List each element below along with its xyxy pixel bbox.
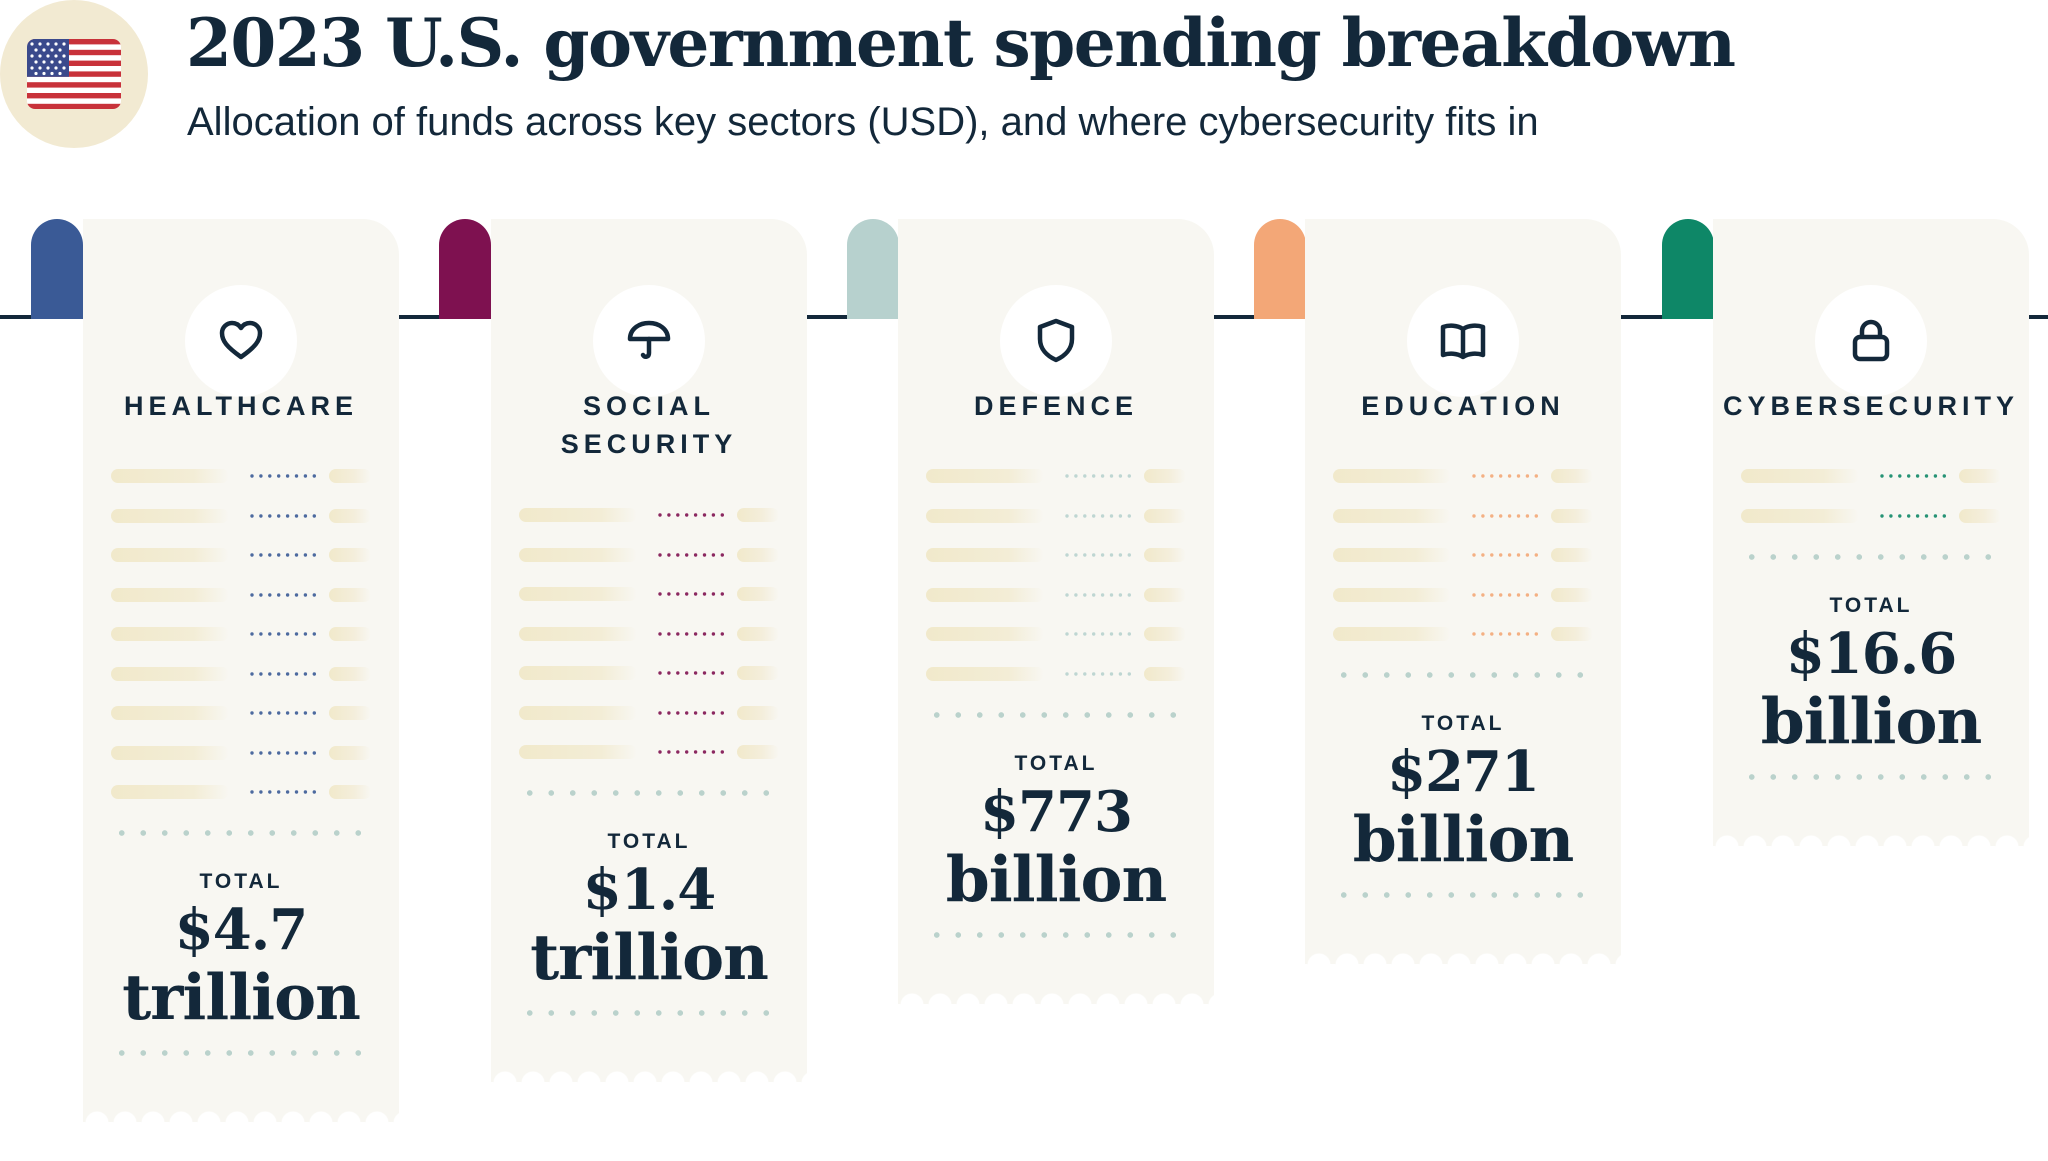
spending-bar-defence: DEFENCE TOTAL $773 billion (898, 219, 1214, 1005)
spending-bar-social-security: SOCIAL SECURITY TOTAL $1.4 trillion (491, 219, 807, 1083)
receipt-line (926, 627, 1186, 641)
receipt-line (519, 508, 779, 522)
total-amount: $271 (1387, 739, 1540, 805)
total-unit: billion (1760, 683, 1983, 758)
receipt-line (519, 587, 779, 601)
total-value: $1.4 trillion (491, 858, 807, 992)
total-label: TOTAL (1014, 751, 1098, 775)
receipt-line (111, 508, 371, 523)
dotted-separator (926, 931, 1186, 938)
receipt-line (1333, 548, 1593, 562)
receipt-torn-edge (491, 1065, 807, 1083)
umbrella-icon (627, 320, 671, 359)
total-label: TOTAL (1829, 593, 1913, 617)
receipt-line (111, 469, 371, 483)
receipt-line (926, 548, 1186, 562)
category-tab (439, 219, 491, 319)
receipt-line (926, 469, 1186, 483)
total-unit: billion (1352, 802, 1575, 876)
receipt-line (1333, 587, 1593, 602)
receipt-line (926, 666, 1186, 681)
receipt-line (519, 705, 779, 720)
flag-badge (0, 0, 148, 148)
icon-badge (1815, 285, 1927, 397)
heart-icon (219, 320, 263, 360)
receipt-line (111, 745, 371, 760)
receipt-line (926, 587, 1186, 602)
total-label: TOTAL (199, 870, 283, 893)
dotted-separator (519, 790, 779, 796)
spending-bar-healthcare: HEALTHCARE TOTAL $4.7 trillion (83, 219, 399, 1123)
icon-badge (185, 285, 297, 397)
total-unit: trillion (530, 920, 769, 994)
category-label: SOCIAL SECURITY (560, 391, 738, 459)
spending-bar-education: EDUCATION TOTAL $271 billion (1305, 219, 1621, 965)
dotted-separator (926, 711, 1186, 718)
category-tab (31, 219, 83, 319)
total-amount: $4.7 (174, 897, 308, 963)
receipt-line (111, 548, 371, 562)
dotted-separator (1333, 672, 1593, 678)
dotted-separator (1741, 773, 2001, 780)
category-label: CYBERSECURITY (1722, 391, 2020, 421)
receipt-line (111, 587, 371, 602)
category-tab (1662, 219, 1714, 319)
receipt-line (111, 785, 371, 799)
category-label: EDUCATION (1361, 391, 1565, 421)
dotted-separator (1333, 892, 1593, 898)
total-value: $4.7 trillion (83, 898, 399, 1032)
receipt-line (111, 706, 371, 720)
receipt-line (519, 666, 779, 680)
total-unit: trillion (122, 960, 361, 1034)
receipt-line (111, 666, 371, 681)
receipt-torn-edge (83, 1105, 399, 1123)
total-value: $773 billion (898, 780, 1214, 914)
total-label: TOTAL (1421, 712, 1505, 735)
total-unit: billion (945, 841, 1168, 916)
dotted-separator (111, 1050, 371, 1056)
receipt-torn-edge (1713, 828, 2029, 847)
receipt-line (519, 745, 779, 759)
icon-badge (1000, 285, 1112, 397)
category-label: HEALTHCARE (124, 391, 358, 421)
total-value: $271 billion (1305, 740, 1621, 874)
us-flag-icon (27, 39, 121, 109)
receipt-line (519, 626, 779, 641)
total-label: TOTAL (607, 830, 691, 853)
connector-line (2028, 315, 2048, 319)
category-tab (847, 219, 899, 319)
icon-badge (1407, 285, 1519, 397)
receipt-line (1333, 469, 1593, 483)
receipt-torn-edge (1305, 947, 1621, 965)
dotted-separator (111, 830, 371, 836)
receipt-line (1333, 508, 1593, 523)
lock-icon (1852, 319, 1890, 362)
receipt-line (1741, 469, 2001, 483)
receipt-line (1741, 508, 2001, 523)
page-subtitle: Allocation of funds across key sectors (… (187, 100, 1539, 144)
category-tab (1254, 219, 1306, 319)
category-label: DEFENCE (973, 391, 1138, 421)
icon-badge (593, 285, 705, 397)
page-title: 2023 U.S. government spending breakdown (186, 4, 1736, 82)
total-amount: $773 (980, 778, 1133, 845)
total-value: $16.6 billion (1713, 622, 2029, 756)
total-amount: $1.4 (582, 857, 716, 923)
receipt-torn-edge (898, 986, 1214, 1005)
dotted-separator (519, 1010, 779, 1016)
shield-icon (1037, 318, 1075, 363)
receipt-line (519, 547, 779, 562)
spending-bar-cybersecurity: CYBERSECURITY TOTAL $16.6 billion (1713, 219, 2029, 847)
total-amount: $16.6 (1785, 620, 1957, 687)
book-icon (1440, 323, 1486, 360)
receipt-line (926, 508, 1186, 523)
receipt-line (1333, 627, 1593, 641)
dotted-separator (1741, 553, 2001, 560)
receipt-line (111, 627, 371, 641)
